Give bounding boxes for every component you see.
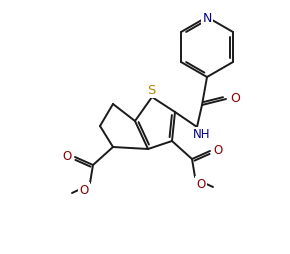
Text: O: O [62, 149, 72, 162]
Text: O: O [213, 143, 223, 156]
Text: O: O [196, 177, 206, 190]
Text: N: N [202, 11, 212, 24]
Text: NH: NH [193, 128, 211, 141]
Text: O: O [79, 183, 89, 196]
Text: O: O [230, 92, 240, 105]
Text: S: S [147, 84, 155, 97]
